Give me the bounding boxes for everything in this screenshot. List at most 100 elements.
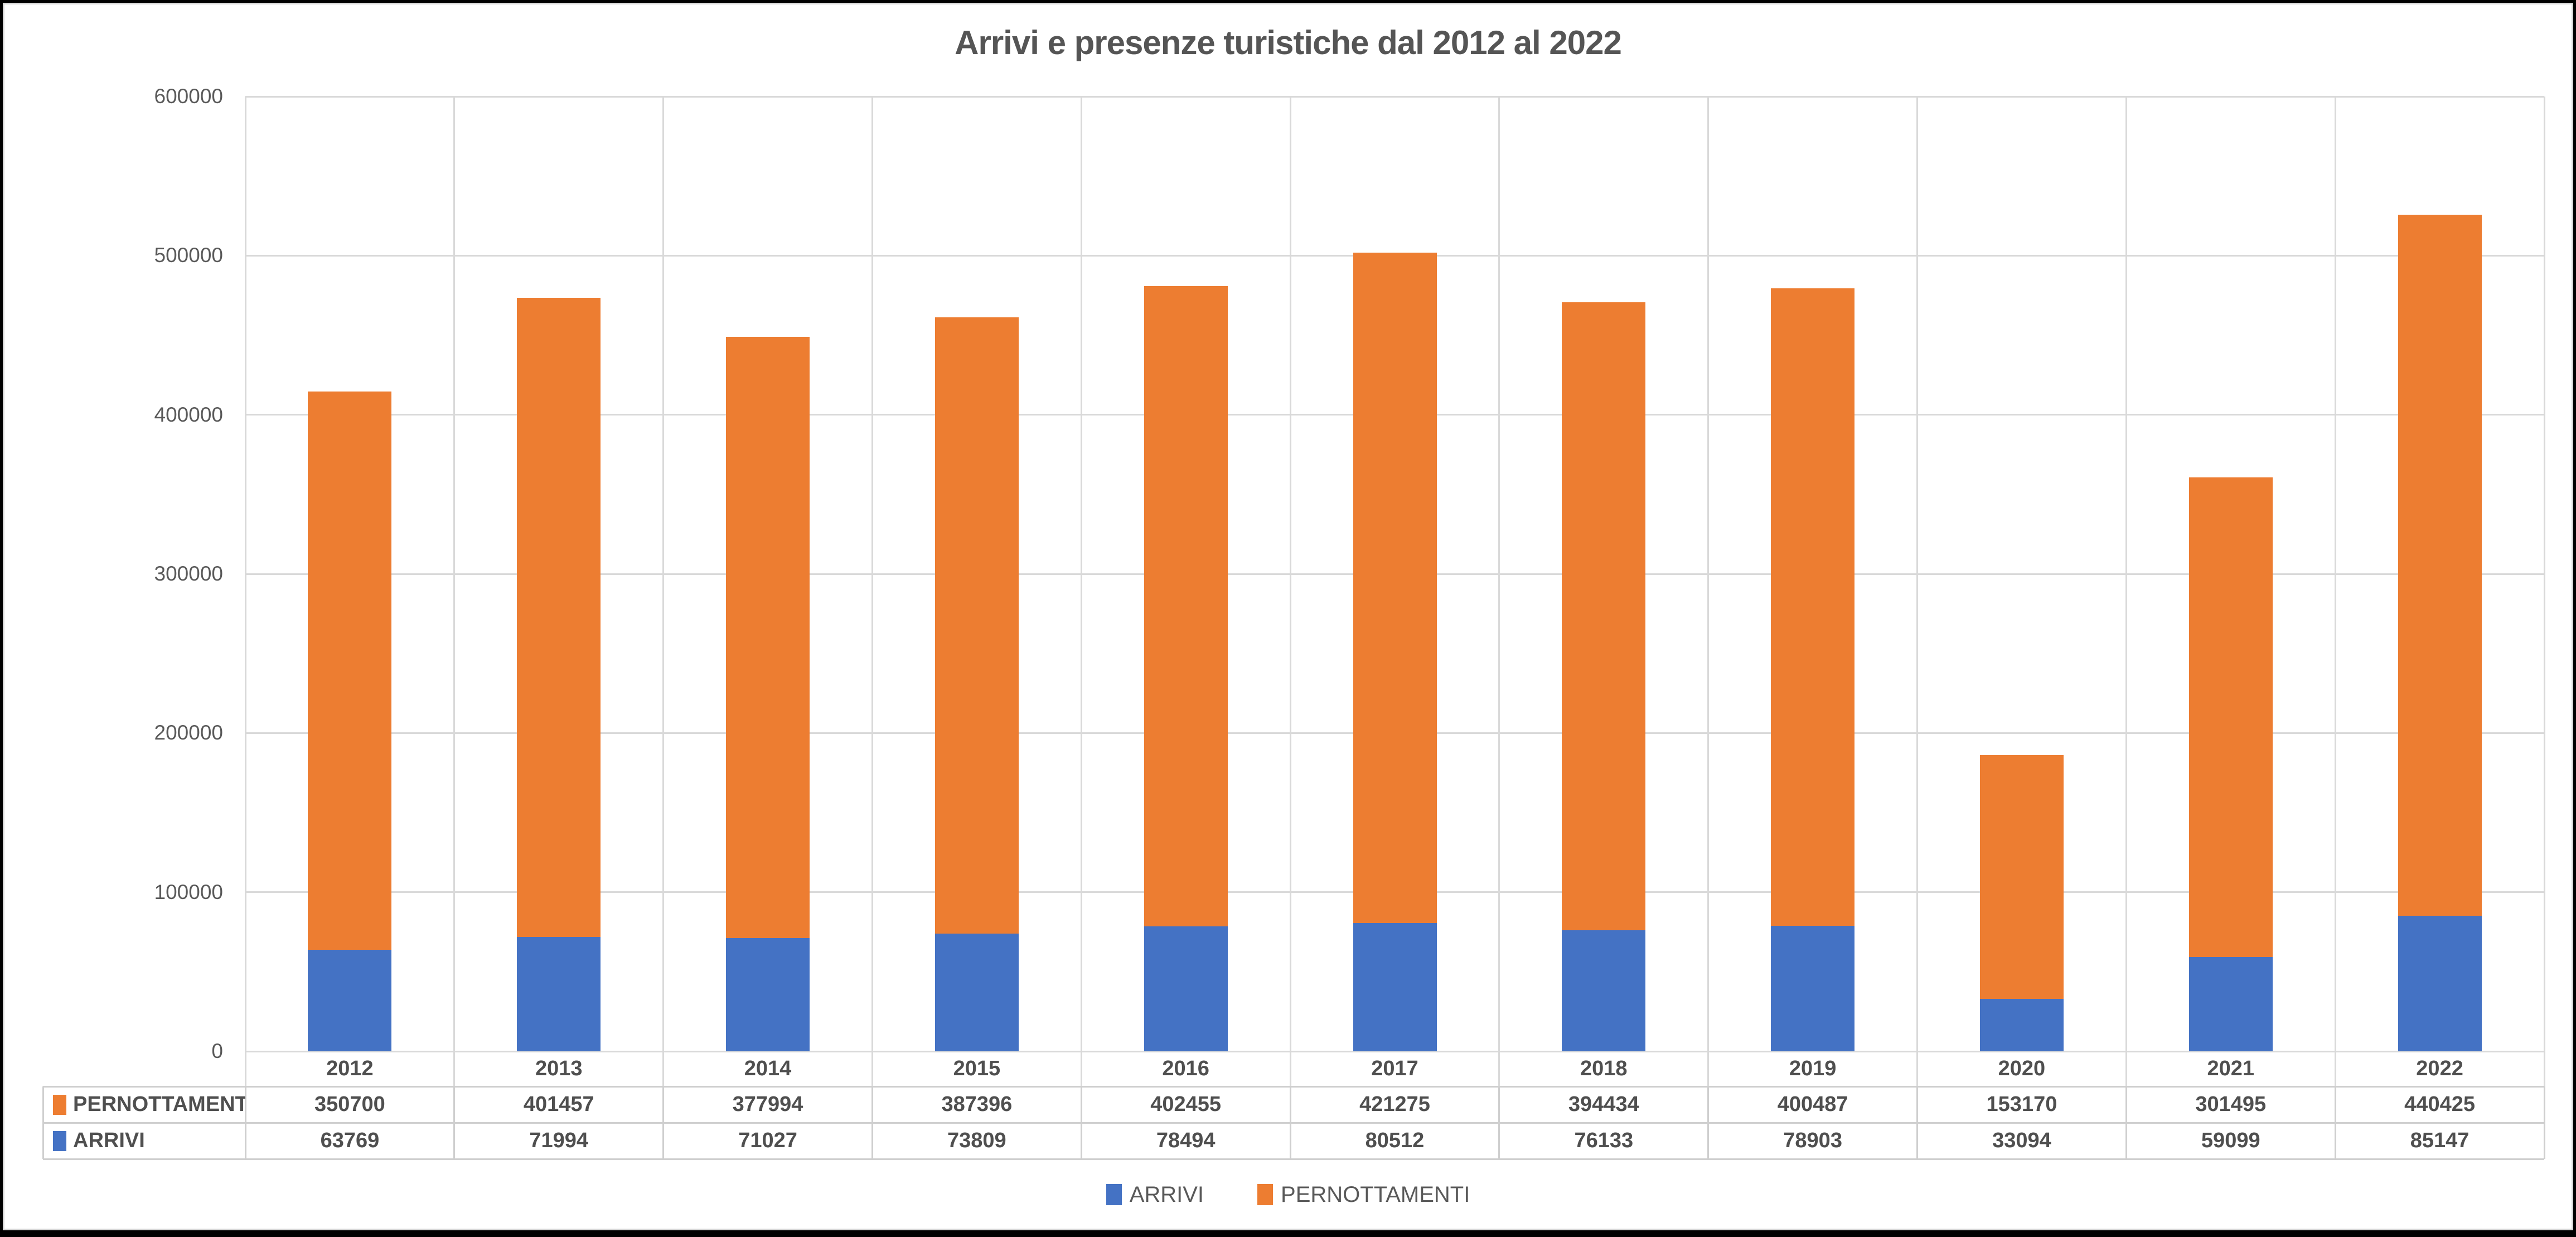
x-axis-category-label: 2017 — [1371, 1057, 1418, 1080]
data-table-border — [1916, 1086, 1919, 1159]
v-gridline — [1916, 96, 1919, 1051]
data-table-border — [244, 1086, 246, 1159]
bar-segment-pernottamenti[interactable] — [2398, 215, 2482, 916]
x-axis-cell-border — [1707, 1051, 1710, 1086]
y-axis-tick-label: 200000 — [154, 721, 223, 745]
bar-segment-arrivi[interactable] — [1562, 930, 1646, 1051]
data-table-border — [42, 1086, 44, 1159]
table-row-label-arrivi: ARRIVI — [43, 1123, 245, 1159]
bar-segment-pernottamenti[interactable] — [1353, 253, 1437, 924]
frame-border-bottom — [0, 1230, 2576, 1237]
y-axis-tick-label: 300000 — [154, 562, 223, 585]
table-cell: 33094 — [1992, 1129, 2051, 1152]
bar-segment-arrivi[interactable] — [517, 936, 601, 1051]
x-axis-category-label: 2014 — [744, 1057, 792, 1080]
v-gridline — [1080, 96, 1082, 1051]
v-gridline — [2334, 96, 2336, 1051]
bar-segment-arrivi[interactable] — [1979, 998, 2064, 1051]
table-cell: 153170 — [1986, 1093, 2057, 1116]
table-cell: 80512 — [1365, 1129, 1425, 1152]
data-table-border — [1498, 1086, 1500, 1159]
y-axis-tick-label: 100000 — [154, 880, 223, 903]
table-cell: 440425 — [2404, 1093, 2475, 1116]
table-cell: 394434 — [1568, 1093, 1639, 1116]
bar-segment-pernottamenti[interactable] — [1771, 288, 1855, 926]
bar-segment-arrivi[interactable] — [1353, 923, 1437, 1051]
data-table-border — [662, 1086, 665, 1159]
bar-segment-arrivi[interactable] — [726, 938, 810, 1051]
legend-item-arrivi[interactable]: ARRIVI — [1106, 1182, 1204, 1207]
bar-segment-pernottamenti[interactable] — [1979, 755, 2064, 999]
v-gridline — [1498, 96, 1500, 1051]
arrivi-key-icon — [53, 1130, 66, 1151]
x-axis-cell-border — [1498, 1051, 1500, 1086]
data-table-border — [2543, 1086, 2545, 1159]
table-cell: 85147 — [2410, 1129, 2470, 1152]
bar-segment-arrivi[interactable] — [1144, 926, 1228, 1051]
bar-segment-pernottamenti[interactable] — [1562, 302, 1646, 930]
y-axis-tick-label: 500000 — [154, 244, 223, 267]
arrivi-legend-icon — [1106, 1184, 1122, 1205]
bar-segment-arrivi[interactable] — [308, 950, 392, 1051]
x-axis-category-label: 2012 — [326, 1057, 374, 1080]
y-axis-tick-label: 600000 — [154, 85, 223, 108]
table-cell: 377994 — [732, 1093, 803, 1116]
bar-segment-arrivi[interactable] — [1771, 925, 1855, 1051]
table-row-label-text: ARRIVI — [73, 1129, 145, 1152]
v-gridline — [2543, 96, 2545, 1051]
x-axis-cell-border — [1916, 1051, 1919, 1086]
x-axis-category-label: 2013 — [535, 1057, 583, 1080]
x-axis-category-label: 2016 — [1162, 1057, 1209, 1080]
bar-segment-arrivi[interactable] — [2188, 957, 2273, 1051]
x-axis-category-label: 2022 — [2416, 1057, 2463, 1080]
frame-border-top — [0, 0, 2576, 3]
data-table-border — [43, 1122, 2544, 1124]
table-cell: 73809 — [947, 1129, 1006, 1152]
data-table-border — [1080, 1086, 1082, 1159]
x-axis-cell-border — [2334, 1051, 2336, 1086]
data-table-border — [453, 1086, 456, 1159]
x-axis-cell-border — [1080, 1051, 1082, 1086]
table-cell: 71994 — [529, 1129, 589, 1152]
x-axis-cell-border — [244, 1051, 246, 1086]
x-axis-category-label: 2018 — [1580, 1057, 1628, 1080]
bar-segment-pernottamenti[interactable] — [2188, 477, 2273, 958]
x-axis-category-label: 2021 — [2207, 1057, 2255, 1080]
bar-segment-pernottamenti[interactable] — [1144, 286, 1228, 927]
v-gridline — [662, 96, 665, 1051]
data-table-border — [2125, 1086, 2127, 1159]
x-axis-cell-border — [1289, 1051, 1291, 1086]
table-cell: 78903 — [1783, 1129, 1842, 1152]
data-table-border — [43, 1158, 2544, 1160]
x-axis-category-label: 2015 — [953, 1057, 1001, 1080]
y-axis-tick-label: 0 — [211, 1040, 223, 1062]
x-axis-category-label: 2020 — [1998, 1057, 2046, 1080]
frame-border-left — [0, 0, 3, 1237]
pernottamenti-key-icon — [53, 1094, 66, 1115]
bar-segment-pernottamenti[interactable] — [308, 392, 392, 950]
data-table-border — [43, 1085, 2544, 1088]
table-cell: 387396 — [941, 1093, 1013, 1116]
bar-segment-pernottamenti[interactable] — [934, 317, 1019, 934]
x-axis-cell-border — [453, 1051, 456, 1086]
table-cell: 71027 — [738, 1129, 797, 1152]
v-gridline — [453, 96, 456, 1051]
table-cell: 402455 — [1150, 1093, 1222, 1116]
bar-segment-arrivi[interactable] — [934, 934, 1019, 1051]
v-gridline — [1707, 96, 1710, 1051]
v-gridline — [2125, 96, 2127, 1051]
pernottamenti-legend-icon — [1257, 1184, 1274, 1205]
table-cell: 350700 — [314, 1093, 385, 1116]
bar-segment-pernottamenti[interactable] — [726, 336, 810, 939]
x-axis-cell-border — [871, 1051, 873, 1086]
data-table-border — [2334, 1086, 2336, 1159]
x-axis-cell-border — [2125, 1051, 2127, 1086]
legend-item-pernottamenti[interactable]: PERNOTTAMENTI — [1257, 1182, 1470, 1207]
bar-segment-pernottamenti[interactable] — [517, 298, 601, 937]
table-cell: 401457 — [523, 1093, 594, 1116]
bar-segment-arrivi[interactable] — [2398, 916, 2482, 1051]
v-gridline — [871, 96, 873, 1051]
v-gridline — [244, 96, 246, 1051]
chart-title[interactable]: Arrivi e presenze turistiche dal 2012 al… — [955, 24, 1622, 61]
